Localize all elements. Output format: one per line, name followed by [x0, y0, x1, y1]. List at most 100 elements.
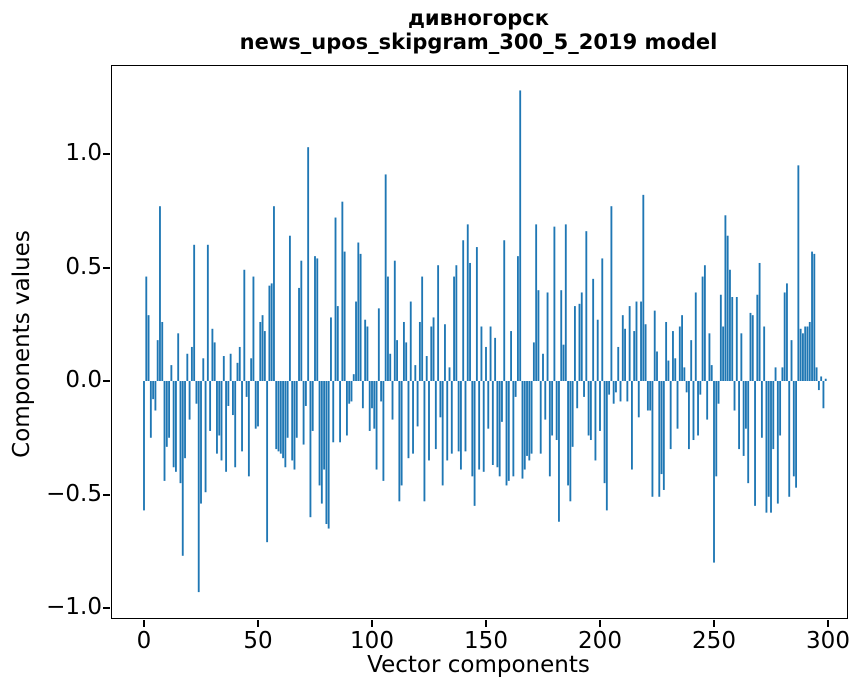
y-tick-mark	[103, 153, 110, 155]
bar	[432, 317, 435, 381]
bar	[703, 265, 706, 381]
bar	[690, 340, 693, 381]
bar	[553, 226, 556, 381]
bar	[396, 340, 398, 381]
y-tick-mark	[103, 607, 110, 609]
bar	[681, 315, 683, 381]
bar	[444, 324, 446, 381]
bar	[742, 381, 745, 456]
bar	[546, 292, 549, 381]
bar	[387, 276, 389, 381]
bar	[375, 381, 378, 470]
bar	[471, 381, 474, 477]
bar	[633, 331, 636, 381]
bar	[434, 381, 437, 450]
bar	[790, 340, 793, 381]
bar	[145, 276, 148, 381]
bar	[585, 231, 588, 381]
bar	[209, 381, 212, 431]
bar	[263, 331, 266, 381]
y-axis-label: Components values	[9, 230, 35, 458]
bar	[786, 283, 788, 381]
bar	[462, 240, 465, 381]
bar	[270, 283, 273, 381]
bar	[507, 381, 510, 481]
bar	[200, 381, 202, 504]
bar	[772, 381, 775, 450]
bar	[238, 346, 241, 381]
bar	[548, 381, 551, 477]
bar	[190, 346, 193, 381]
bar	[469, 262, 471, 381]
bar	[749, 312, 752, 381]
bar	[621, 315, 624, 381]
bar	[824, 378, 827, 381]
bar	[302, 381, 305, 445]
bar	[464, 381, 467, 452]
bar	[425, 356, 428, 381]
bar	[783, 292, 786, 381]
bar	[767, 381, 770, 497]
bar	[640, 301, 642, 381]
bar	[348, 381, 351, 404]
bar	[300, 260, 303, 381]
bar	[218, 381, 221, 436]
bar	[288, 235, 291, 381]
bar	[286, 381, 289, 438]
bar	[327, 381, 330, 529]
chart-title-word: дивногорск	[407, 6, 550, 30]
bar	[345, 381, 348, 436]
bar	[489, 326, 492, 381]
x-tick-mark	[257, 620, 259, 627]
bar	[377, 308, 380, 381]
bar	[359, 253, 362, 381]
bar	[250, 358, 253, 381]
bar	[603, 381, 606, 484]
bar	[692, 381, 695, 441]
x-tick-label: 50	[243, 628, 273, 654]
bar	[624, 328, 626, 381]
x-tick-label: 250	[692, 628, 736, 654]
bar	[366, 326, 369, 381]
bar	[152, 381, 155, 400]
bar	[320, 381, 323, 504]
bar	[817, 381, 820, 391]
bar	[542, 353, 544, 381]
bar	[284, 381, 287, 468]
bar	[259, 321, 262, 381]
bar	[617, 346, 620, 381]
bar	[717, 381, 720, 404]
x-tick-mark	[371, 620, 373, 627]
bar	[795, 381, 797, 488]
bar	[797, 165, 800, 381]
bar	[516, 256, 519, 381]
bar	[453, 276, 455, 381]
x-axis-label: Vector components	[367, 652, 590, 678]
bar	[756, 294, 759, 381]
bar	[437, 265, 440, 381]
bar	[781, 367, 784, 381]
x-tick-mark	[599, 620, 601, 627]
bar	[589, 381, 592, 441]
bar	[601, 258, 604, 381]
bar	[822, 381, 825, 409]
bar	[414, 365, 417, 381]
bar	[159, 206, 161, 381]
bar	[204, 381, 207, 493]
bar	[400, 381, 403, 486]
bar	[206, 244, 209, 381]
bar	[480, 326, 483, 381]
bar	[382, 381, 385, 481]
bar	[307, 147, 310, 381]
bar	[646, 381, 649, 411]
bar	[706, 381, 709, 420]
bar	[792, 381, 795, 477]
bar	[760, 381, 763, 438]
bar	[521, 381, 524, 479]
bar	[685, 381, 688, 393]
bar	[701, 276, 704, 381]
bar	[605, 381, 608, 511]
bar	[820, 376, 823, 381]
bar	[389, 353, 392, 381]
bar	[418, 321, 421, 381]
